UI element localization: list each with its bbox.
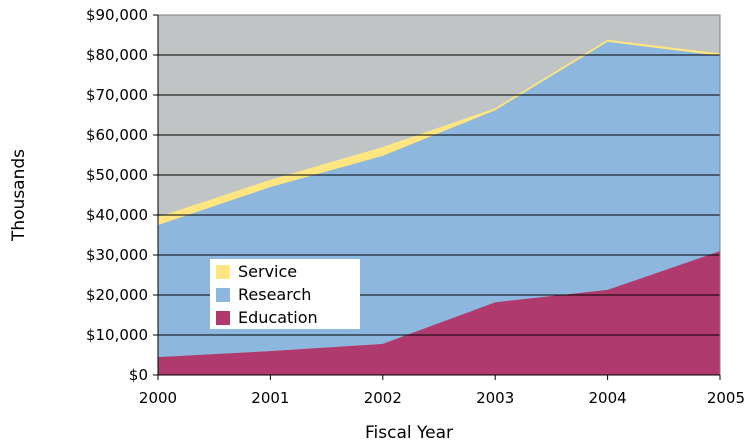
y-tick-label: $0 bbox=[129, 366, 148, 384]
x-tick-label: 2003 bbox=[476, 389, 514, 407]
x-tick-label: 2002 bbox=[364, 389, 402, 407]
y-tick-label: $70,000 bbox=[86, 86, 148, 104]
area-education bbox=[158, 251, 720, 375]
x-tick-label: 2001 bbox=[251, 389, 289, 407]
legend-label-service: Service bbox=[238, 262, 297, 281]
y-axis-title: Thousands bbox=[9, 149, 29, 242]
legend-swatch-research bbox=[216, 288, 230, 302]
y-tick-label: $90,000 bbox=[86, 6, 148, 24]
y-tick-label: $60,000 bbox=[86, 126, 148, 144]
y-tick-label: $30,000 bbox=[86, 246, 148, 264]
legend-label-education: Education bbox=[238, 308, 318, 327]
legend: Service Research Education bbox=[210, 259, 360, 329]
y-tick-label: $80,000 bbox=[86, 46, 148, 64]
legend-swatch-service bbox=[216, 265, 230, 279]
x-axis-title: Fiscal Year bbox=[365, 423, 453, 443]
y-tick-labels: $0 $10,000 $20,000 $30,000 $40,000 $50,000 $60… bbox=[86, 6, 158, 384]
axes bbox=[157, 14, 721, 376]
legend-label-research: Research bbox=[238, 285, 311, 304]
y-tick-label: $10,000 bbox=[86, 326, 148, 344]
legend-swatch-education bbox=[216, 311, 230, 325]
x-tick-label: 2004 bbox=[589, 389, 627, 407]
y-tick-label: $20,000 bbox=[86, 286, 148, 304]
x-tick-labels: 2000 2001 2002 2003 2004 2005 bbox=[139, 375, 745, 407]
y-tick-label: $40,000 bbox=[86, 206, 148, 224]
legend-box bbox=[210, 259, 360, 329]
x-tick-label: 2005 bbox=[707, 389, 745, 407]
y-tick-label: $50,000 bbox=[86, 166, 148, 184]
area-service bbox=[158, 39, 720, 225]
x-tick-label: 2000 bbox=[139, 389, 177, 407]
